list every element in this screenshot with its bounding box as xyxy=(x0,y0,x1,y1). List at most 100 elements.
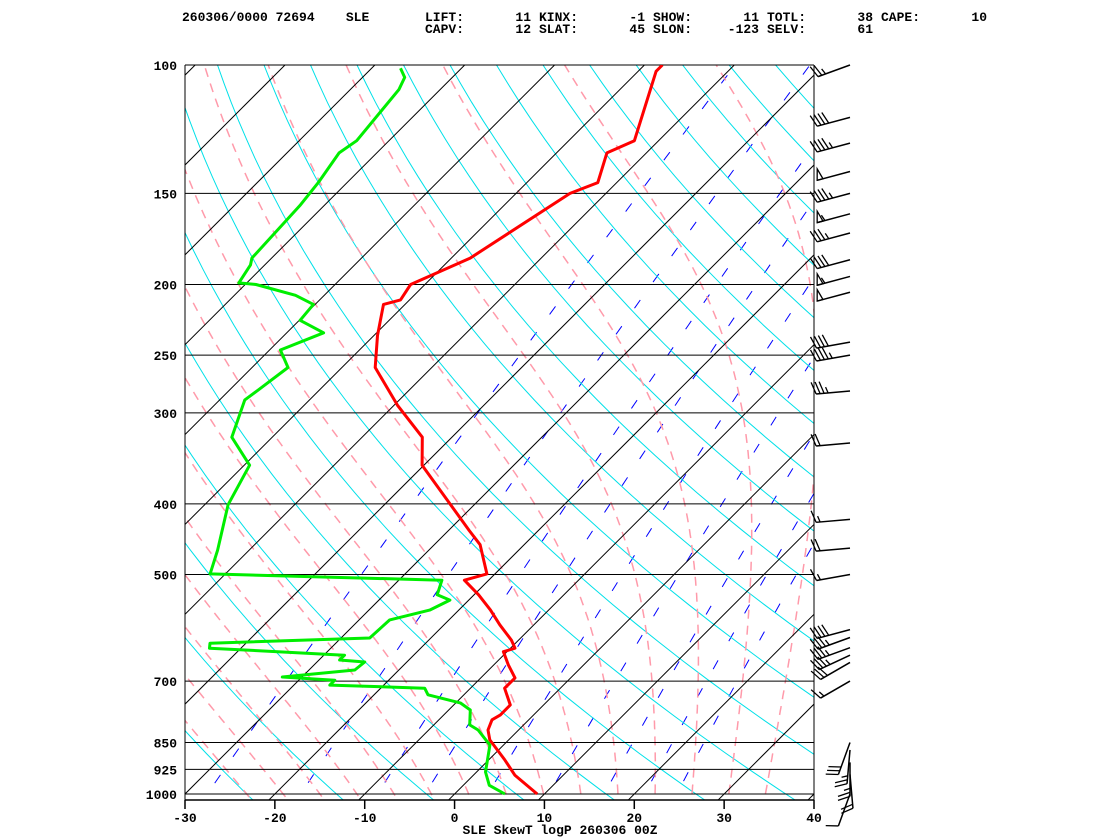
barb-full xyxy=(814,668,825,678)
barb-staff xyxy=(816,518,851,524)
wind-barb xyxy=(816,271,851,287)
x-tick-label: 20 xyxy=(626,811,642,826)
barb-staff xyxy=(818,654,851,671)
wind-barb xyxy=(810,654,851,671)
dry-adiabat xyxy=(356,65,814,587)
barb-full xyxy=(817,625,826,637)
barb-staff xyxy=(817,64,851,78)
barb-staff xyxy=(816,116,851,127)
wind-barb xyxy=(810,510,851,524)
barb-half xyxy=(820,214,826,221)
dry-adiabat xyxy=(589,65,814,319)
dry-adiabat xyxy=(185,636,344,800)
barb-full xyxy=(809,649,819,660)
barb-half xyxy=(817,515,821,523)
pressure-tick-label: 150 xyxy=(154,187,178,202)
moist-adiabat xyxy=(185,451,436,800)
barb-full xyxy=(813,335,822,348)
index-label: SLAT: xyxy=(539,22,579,37)
barb-full xyxy=(834,783,848,788)
isotherm xyxy=(185,65,196,76)
barb-flag xyxy=(816,271,824,287)
isotherm xyxy=(447,433,814,800)
barb-staff xyxy=(816,442,851,447)
wind-barb xyxy=(816,166,851,182)
barb-staff xyxy=(816,547,851,552)
moist-adiabat xyxy=(203,65,583,800)
barb-full xyxy=(818,381,825,394)
barb-full xyxy=(817,255,826,267)
barb-staff xyxy=(816,628,851,640)
barb-full xyxy=(810,510,817,523)
dry-adiabat xyxy=(728,65,814,162)
barb-full xyxy=(821,188,830,200)
barb-full xyxy=(817,348,825,360)
barb-half xyxy=(818,691,825,697)
isotherm xyxy=(185,74,814,705)
wind-barb xyxy=(809,569,851,582)
barb-full xyxy=(809,115,818,127)
moist-adiabat xyxy=(185,167,546,800)
barb-staff xyxy=(837,793,851,827)
barb-staff xyxy=(820,661,851,681)
barb-staff xyxy=(816,192,851,203)
wind-barb xyxy=(809,112,851,127)
pressure-tick-label: 850 xyxy=(154,737,178,752)
pressure-tick-label: 400 xyxy=(154,498,178,513)
barb-full xyxy=(809,230,818,243)
dry-adiabat xyxy=(263,65,814,698)
header-station: SLE xyxy=(345,10,370,25)
barb-full xyxy=(810,382,817,395)
header-datetime-station: 260306/0000 72694 xyxy=(182,10,315,25)
pressure-tick-label: 700 xyxy=(154,675,178,690)
barb-staff xyxy=(846,749,851,784)
index-value: 61 xyxy=(857,22,873,37)
barb-staff xyxy=(820,680,851,699)
barb-full xyxy=(810,434,817,447)
barb-full xyxy=(814,381,821,394)
index-label: LIFT: xyxy=(425,10,465,25)
dry-adiabat xyxy=(185,729,254,800)
barb-full xyxy=(813,647,823,659)
dry-adiabat xyxy=(0,65,172,809)
moist-adiabat xyxy=(345,65,657,800)
pressure-tick-label: 300 xyxy=(154,407,178,422)
index-value: 11 xyxy=(743,10,759,25)
barb-full xyxy=(834,779,848,784)
dry-adiabat xyxy=(217,65,814,755)
barb-staff xyxy=(816,259,851,270)
barb-full xyxy=(809,638,819,650)
wind-barb xyxy=(810,433,851,447)
barb-flag xyxy=(816,208,824,224)
mixing-ratio-line xyxy=(202,65,736,800)
barb-full xyxy=(809,349,818,362)
moist-adiabat xyxy=(267,65,620,800)
barb-full xyxy=(817,189,826,201)
dry-adiabat xyxy=(403,65,814,532)
pressure-tick-label: 1000 xyxy=(146,788,177,803)
barb-full xyxy=(813,658,824,669)
mixing-ratio-line xyxy=(296,65,811,800)
barb-full xyxy=(817,335,825,347)
barb-full xyxy=(809,191,818,203)
barb-full xyxy=(814,433,821,446)
barb-full xyxy=(810,689,821,699)
wind-barb xyxy=(810,381,851,395)
barb-full xyxy=(813,64,823,76)
index-value: 10 xyxy=(971,10,987,25)
wind-barb xyxy=(810,680,851,699)
isotherm xyxy=(268,254,814,800)
barb-staff xyxy=(816,341,851,349)
wind-barb xyxy=(809,228,851,243)
dry-adiabat xyxy=(822,65,1120,809)
barb-full xyxy=(814,538,821,552)
wind-barb xyxy=(809,646,851,661)
isotherm xyxy=(185,65,735,615)
barb-full xyxy=(821,347,829,360)
barb-full xyxy=(813,256,822,268)
wind-barb xyxy=(810,538,851,552)
dry-adiabat xyxy=(185,231,706,800)
barb-full xyxy=(840,803,853,810)
isotherm xyxy=(0,65,15,809)
dry-adiabat xyxy=(635,65,814,266)
